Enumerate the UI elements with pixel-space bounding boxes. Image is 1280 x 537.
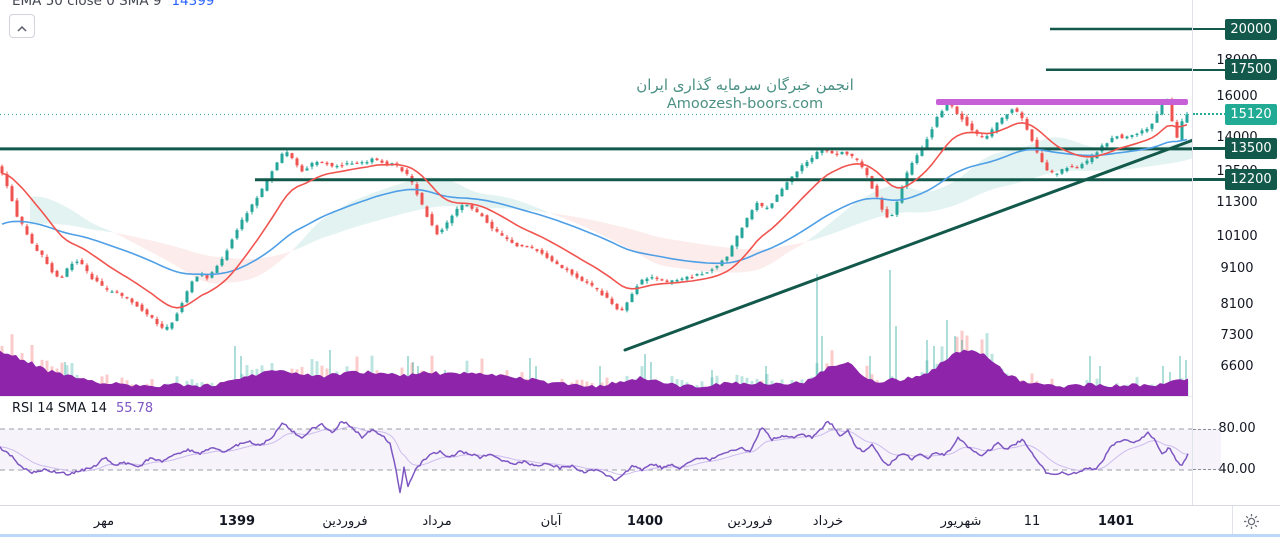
time-axis[interactable]: مهر 1399 فروردین مرداد آبان 1400 فروردین خرداد ش…: [0, 505, 1280, 537]
price-tick: 9100: [1220, 261, 1254, 277]
gear-icon: [1243, 513, 1260, 534]
time-axis-label: شهریور: [940, 514, 982, 529]
time-axis-label: 1400: [626, 514, 664, 529]
price-axis[interactable]: 1800016000140001250011300101009100810073…: [1192, 0, 1280, 505]
time-axis-label: آبان: [540, 514, 562, 529]
time-axis-label: 11: [1023, 514, 1041, 529]
rsi-legend-label: RSI 14 SMA 14: [12, 401, 107, 416]
collapse-panel-button[interactable]: [9, 14, 35, 38]
rsi-tick: 40.00: [1218, 462, 1256, 477]
price-tick: 7300: [1220, 328, 1254, 344]
rsi-tick: 80.00: [1218, 421, 1256, 436]
price-level-badge: 13500: [1225, 138, 1277, 160]
axis-separator: [1232, 506, 1233, 537]
price-tick: 16000: [1216, 89, 1258, 105]
time-axis-label: فروردین: [727, 514, 773, 529]
price-line-stub: [1193, 178, 1226, 182]
price-line-stub: [1193, 28, 1226, 30]
time-axis-label: مهر: [93, 514, 115, 529]
price-line-stub: [1193, 147, 1226, 151]
price-level-badge: 20000: [1225, 18, 1277, 40]
price-line-stub: [1193, 68, 1226, 71]
time-axis-label: خرداد: [812, 514, 844, 529]
indicator-legend-value: 14399: [171, 0, 215, 9]
price-tick: 10100: [1216, 229, 1258, 245]
price-tick: 11300: [1216, 195, 1258, 211]
watermark-line2: Amoozesh-boors.com: [666, 95, 824, 112]
indicator-legend-label: EMA 50 close 0 SMA 9: [12, 0, 162, 9]
price-line-stub: [1193, 113, 1226, 116]
price-tick: 6600: [1220, 359, 1254, 375]
rsi-legend[interactable]: RSI 14 SMA 14 55.78: [12, 401, 153, 416]
time-axis-label: 1401: [1097, 514, 1135, 529]
current-price-badge: 15120: [1225, 103, 1277, 125]
price-level-badge: 17500: [1225, 59, 1277, 81]
time-axis-label: فروردین: [322, 514, 368, 529]
rsi-band-stub: [1193, 429, 1221, 470]
axis-settings-button[interactable]: [1240, 512, 1262, 534]
bottom-progress-bar: [0, 534, 1280, 537]
price-level-badge: 12200: [1225, 169, 1277, 191]
watermark: انجمن خبرگان سرمایه گذاری ایران Amoozesh…: [612, 76, 878, 113]
watermark-line1: انجمن خبرگان سرمایه گذاری ایران: [636, 76, 854, 94]
chevron-up-icon: [17, 17, 27, 36]
time-axis-label: مرداد: [422, 514, 452, 529]
price-tick: 8100: [1220, 296, 1254, 312]
indicator-legend[interactable]: EMA 50 close 0 SMA 9 14399: [12, 0, 214, 9]
time-axis-label: 1399: [218, 514, 256, 529]
rsi-legend-value: 55.78: [115, 401, 154, 416]
